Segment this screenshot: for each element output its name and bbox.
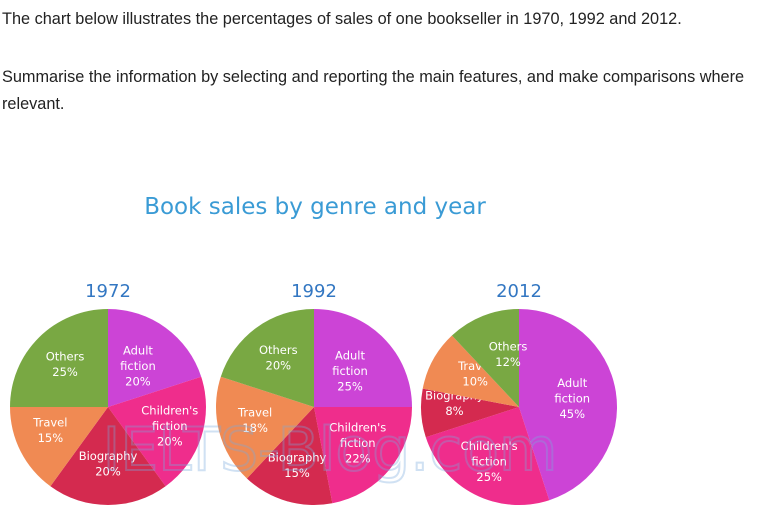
slice-label-1972-adult-fiction: Adult fiction 20%	[120, 343, 156, 388]
task-instruction-line2: Summarise the information by selecting a…	[2, 68, 745, 113]
slice-label-2012-children-s-fiction: Children's fiction 25%	[461, 439, 518, 484]
slice-label-1992-adult-fiction: Adult fiction 25%	[332, 348, 368, 393]
pie-slice-1992-children-s-fiction	[314, 407, 412, 504]
chart-title: Book sales by genre and year	[144, 194, 486, 220]
year-label-1992: 1992	[291, 281, 337, 302]
slice-label-1992-others: Others 20%	[259, 343, 298, 373]
slice-label-1972-biography: Biography 20%	[79, 449, 138, 479]
pie-slice-1972-travel	[10, 407, 108, 487]
slice-label-2012-others: Others 12%	[489, 339, 528, 369]
pie-slice-1972-biography	[50, 407, 166, 505]
slice-label-1992-travel: Travel 18%	[237, 405, 272, 435]
pie-slice-1992-adult-fiction	[314, 309, 412, 407]
slice-label-1972-children-s-fiction: Children's fiction 20%	[141, 403, 198, 448]
pie-slice-1972-others	[10, 309, 108, 407]
watermark: IELTS-Blog.com	[103, 415, 558, 485]
slice-label-2012-adult-fiction: Adult fiction 45%	[554, 376, 590, 421]
slice-label-1992-children-s-fiction: Children's fiction 22%	[329, 421, 386, 466]
slice-label-1972-travel: Travel 15%	[32, 416, 67, 446]
pie-slice-2012-children-s-fiction	[425, 407, 550, 506]
year-label-1972: 1972	[85, 281, 131, 302]
pie-slice-1992-biography	[246, 407, 333, 505]
pie-slice-1992-others	[220, 309, 314, 407]
slice-label-1992-biography: Biography 15%	[268, 451, 327, 481]
pie-slice-2012-travel	[422, 335, 519, 407]
pie-slice-1992-travel	[215, 376, 314, 479]
pie-slice-2012-biography	[421, 388, 519, 438]
task-instruction-line1: The chart below illustrates the percenta…	[2, 10, 682, 28]
year-label-2012: 2012	[496, 281, 542, 302]
pie-slice-1972-adult-fiction	[108, 309, 202, 407]
pie-slice-2012-others	[451, 308, 519, 407]
pie-slice-1972-children-s-fiction	[108, 376, 206, 487]
slice-label-1972-others: Others 25%	[46, 349, 85, 379]
pie-slice-2012-adult-fiction	[519, 309, 618, 501]
